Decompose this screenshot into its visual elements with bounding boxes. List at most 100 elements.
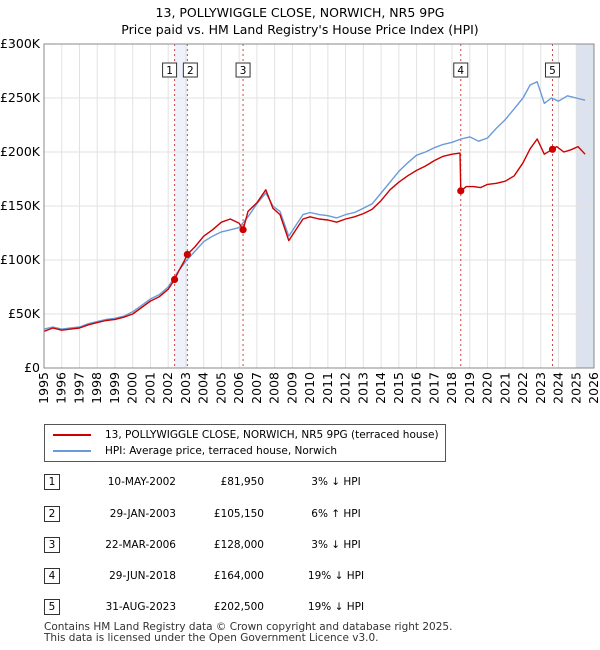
x-tick-label: 2023: [533, 372, 548, 404]
sale-number-badge: 2: [44, 506, 60, 522]
footer-line1: Contains HM Land Registry data © Crown c…: [44, 621, 453, 633]
x-tick-label: 2002: [160, 372, 175, 404]
x-axis-ticks: 1995 1996 1997 1998 1999 2000 2001 2002 2003 2004…: [36, 372, 600, 404]
footer-attribution: Contains HM Land Registry data © Crown c…: [44, 622, 452, 644]
y-tick-label: £200K: [0, 144, 41, 159]
sale-date: 10-MAY-2002: [107, 476, 176, 488]
sale-row: 1 10-MAY-2002 £81,950 3% ↓ HPI: [44, 472, 444, 492]
y-tick-label: £300K: [0, 36, 41, 51]
sale-hpi-diff: 3% ↓ HPI: [311, 476, 361, 488]
sale-date: 31-AUG-2023: [105, 601, 176, 613]
sale-row: 5 31-AUG-2023 £202,500 19% ↓ HPI: [44, 597, 444, 617]
x-tick-label: 2005: [213, 372, 228, 404]
x-tick-label: 2004: [196, 372, 211, 404]
sale-points: [170, 145, 557, 284]
x-tick-label: 2026: [586, 372, 600, 404]
footer-line2: This data is licensed under the Open Gov…: [44, 632, 379, 644]
x-tick-label: 2024: [551, 372, 566, 404]
plot-frame: [43, 43, 595, 369]
chart-title-line2: Price paid vs. HM Land Registry's House …: [121, 22, 479, 37]
x-tick-label: 2013: [355, 372, 370, 404]
x-tick-label: 2020: [480, 372, 495, 404]
sale-marker-box: [544, 62, 560, 78]
x-tick-label: 2016: [409, 372, 424, 404]
chart-title-line1: 13, POLLYWIGGLE CLOSE, NORWICH, NR5 9PG: [155, 5, 445, 20]
sale-price: £202,500: [213, 601, 264, 613]
grid: [43, 43, 595, 369]
sale-point: [548, 145, 557, 153]
x-tick-label: 2018: [444, 372, 459, 404]
series-lines: [43, 81, 586, 332]
sale-point: [457, 187, 465, 195]
legend-swatch-hpi: [53, 450, 91, 452]
sale-marker-box: [162, 62, 178, 78]
sale-hpi-diff: 19% ↓ HPI: [307, 570, 365, 582]
legend-label-hpi: HPI: Average price, terraced house, Norw…: [105, 445, 338, 457]
sale-marker-box: [182, 62, 198, 78]
y-tick-label: £150K: [0, 198, 41, 213]
chart-title: 13, POLLYWIGGLE CLOSE, NORWICH, NR5 9PG …: [0, 4, 600, 38]
sale-marker-number: 4: [457, 65, 464, 77]
x-tick-label: 2007: [249, 372, 264, 404]
x-tick-label: 2021: [497, 372, 512, 404]
sale-row: 3 22-MAR-2006 £128,000 3% ↓ HPI: [44, 535, 444, 555]
x-tick-label: 2001: [142, 372, 157, 404]
sale-price: £164,000: [213, 570, 264, 582]
x-tick-label: 2010: [302, 372, 317, 404]
sale-number-badge: 5: [44, 599, 60, 615]
sale-date: 29-JUN-2018: [109, 570, 176, 582]
hpi-line: [43, 81, 586, 330]
property-price-line: [43, 138, 586, 332]
x-tick-label: 1996: [54, 372, 69, 404]
price-chart: 1 2 3 4 5 £0 £50K £100K £150K £200K £250K £300K 19…: [0, 36, 600, 404]
sale-marker-box: [235, 62, 251, 78]
x-tick-label: 2011: [320, 372, 335, 404]
sale-point: [239, 226, 247, 234]
sale-marker-lines: [174, 44, 553, 368]
sale-marker-number: 3: [240, 65, 247, 77]
sale-point: [183, 250, 191, 259]
legend: 13, POLLYWIGGLE CLOSE, NORWICH, NR5 9PG …: [44, 424, 446, 462]
x-tick-label: 1995: [36, 372, 51, 404]
legend-label-property: 13, POLLYWIGGLE CLOSE, NORWICH, NR5 9PG …: [105, 429, 439, 441]
y-tick-label: £100K: [0, 252, 41, 267]
x-tick-label: 2014: [373, 372, 388, 404]
x-tick-label: 2022: [515, 372, 530, 404]
x-tick-label: 1998: [89, 372, 104, 404]
sale-hpi-diff: 19% ↓ HPI: [307, 601, 365, 613]
sale-point: [170, 275, 179, 284]
x-tick-label: 2006: [231, 372, 246, 404]
sale-marker-box: [453, 62, 469, 78]
sale-number-badge: 4: [44, 568, 60, 584]
sale-number-badge: 3: [44, 537, 60, 553]
x-tick-label: 2017: [426, 372, 441, 404]
sale-marker-number: 5: [549, 65, 556, 77]
sale-date: 29-JAN-2003: [109, 508, 176, 520]
sale-date: 22-MAR-2006: [105, 539, 176, 551]
y-axis-ticks: £0 £50K £100K £150K £200K £250K £300K: [0, 36, 41, 375]
x-tick-label: 1999: [107, 372, 122, 404]
sale-row: 4 29-JUN-2018 £164,000 19% ↓ HPI: [44, 566, 444, 586]
sale-row: 2 29-JAN-2003 £105,150 6% ↑ HPI: [44, 504, 444, 524]
sale-price: £105,150: [213, 508, 264, 520]
x-tick-label: 2025: [568, 372, 583, 404]
x-tick-label: 2012: [338, 372, 353, 404]
sale-price: £81,950: [220, 476, 264, 488]
legend-swatch-property: [53, 434, 91, 436]
sale-marker-number: 2: [187, 65, 194, 77]
y-tick-label: £50K: [8, 306, 41, 321]
x-tick-label: 2000: [125, 372, 140, 404]
x-tick-label: 2003: [178, 372, 193, 404]
x-tick-label: 2015: [391, 372, 406, 404]
y-tick-label: £250K: [0, 90, 41, 105]
sale-number-badge: 1: [44, 474, 60, 490]
x-tick-label: 2008: [267, 372, 282, 404]
sale-marker-number: 1: [166, 65, 173, 77]
sale-marker-labels: 1 2 3 4 5: [162, 62, 560, 78]
sale-hpi-diff: 3% ↓ HPI: [311, 539, 361, 551]
y-tick-label: £0: [24, 360, 40, 375]
sale-hpi-diff: 6% ↑ HPI: [311, 508, 361, 520]
x-tick-label: 1997: [71, 372, 86, 404]
x-tick-label: 2009: [284, 372, 299, 404]
x-tick-label: 2019: [462, 372, 477, 404]
